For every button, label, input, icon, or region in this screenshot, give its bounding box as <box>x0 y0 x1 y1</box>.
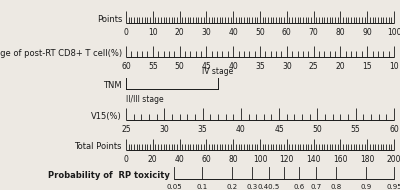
Text: 180: 180 <box>360 155 374 164</box>
Text: 30: 30 <box>202 28 211 37</box>
Text: Points: Points <box>97 15 122 24</box>
Text: 55: 55 <box>148 62 158 71</box>
Text: 0: 0 <box>124 28 128 37</box>
Text: 50: 50 <box>312 125 322 134</box>
Text: 60: 60 <box>121 62 131 71</box>
Text: 25: 25 <box>309 62 318 71</box>
Text: 50: 50 <box>255 28 265 37</box>
Text: 0.1: 0.1 <box>196 184 208 190</box>
Text: 30: 30 <box>282 62 292 71</box>
Text: 0.6: 0.6 <box>294 184 305 190</box>
Text: 25: 25 <box>121 125 131 134</box>
Text: 40: 40 <box>175 155 184 164</box>
Text: 35: 35 <box>198 125 208 134</box>
Text: 0: 0 <box>124 155 128 164</box>
Text: 30: 30 <box>160 125 169 134</box>
Text: 20: 20 <box>175 28 184 37</box>
Text: 70: 70 <box>309 28 318 37</box>
Text: 0.3: 0.3 <box>247 184 258 190</box>
Text: 45: 45 <box>274 125 284 134</box>
Text: V15(%): V15(%) <box>91 112 122 121</box>
Text: 0.40.5: 0.40.5 <box>258 184 280 190</box>
Text: 15: 15 <box>362 62 372 71</box>
Text: 0.7: 0.7 <box>310 184 321 190</box>
Text: 40: 40 <box>236 125 246 134</box>
Text: 100: 100 <box>387 28 400 37</box>
Text: 80: 80 <box>228 155 238 164</box>
Text: 0.95: 0.95 <box>386 184 400 190</box>
Text: 10: 10 <box>148 28 158 37</box>
Text: 20: 20 <box>148 155 158 164</box>
Text: 50: 50 <box>175 62 184 71</box>
Text: Percentage of post-RT CD8+ T cell(%): Percentage of post-RT CD8+ T cell(%) <box>0 49 122 58</box>
Text: Probability of  RP toxicity: Probability of RP toxicity <box>48 171 170 180</box>
Text: 35: 35 <box>255 62 265 71</box>
Text: 60: 60 <box>202 155 211 164</box>
Text: Total Points: Total Points <box>74 142 122 151</box>
Text: 100: 100 <box>253 155 267 164</box>
Text: 60: 60 <box>282 28 292 37</box>
Text: 0.8: 0.8 <box>330 184 342 190</box>
Text: 40: 40 <box>228 28 238 37</box>
Text: TNM: TNM <box>103 81 122 90</box>
Text: 55: 55 <box>351 125 360 134</box>
Text: 0.2: 0.2 <box>227 184 238 190</box>
Text: 90: 90 <box>362 28 372 37</box>
Text: 80: 80 <box>336 28 345 37</box>
Text: IV stage: IV stage <box>202 67 234 76</box>
Text: 160: 160 <box>333 155 348 164</box>
Text: II/III stage: II/III stage <box>126 95 164 104</box>
Text: 0.9: 0.9 <box>360 184 372 190</box>
Text: 60: 60 <box>389 125 399 134</box>
Text: 200: 200 <box>387 155 400 164</box>
Text: 0.05: 0.05 <box>166 184 182 190</box>
Text: 20: 20 <box>336 62 345 71</box>
Text: 120: 120 <box>280 155 294 164</box>
Text: 45: 45 <box>202 62 211 71</box>
Text: 140: 140 <box>306 155 321 164</box>
Text: 10: 10 <box>389 62 399 71</box>
Text: 40: 40 <box>228 62 238 71</box>
